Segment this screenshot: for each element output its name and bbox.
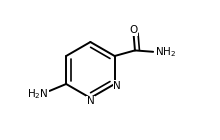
Text: N: N [114, 80, 121, 91]
Text: N: N [86, 96, 94, 106]
Text: O: O [129, 25, 138, 35]
Text: H$_2$N: H$_2$N [27, 87, 48, 101]
Text: NH$_2$: NH$_2$ [155, 45, 176, 59]
